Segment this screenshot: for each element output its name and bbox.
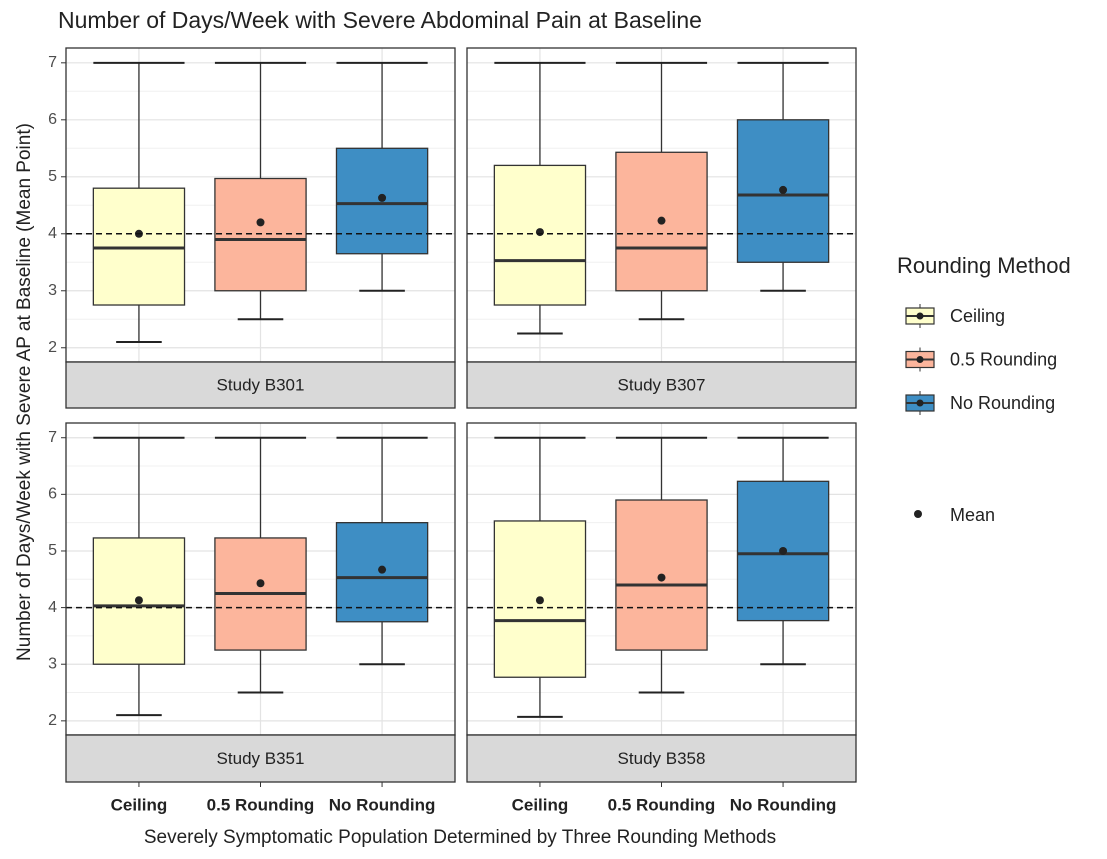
y-tick-label: 7 [48, 429, 57, 446]
legend-mean-label: Mean [950, 505, 995, 525]
strip [65, 734, 456, 783]
y-tick-label: 7 [48, 54, 57, 71]
mean-point [378, 193, 387, 202]
strip-label: Study B351 [217, 749, 305, 768]
legend-key-mean [916, 399, 924, 407]
chart-title: Number of Days/Week with Severe Abdomina… [58, 7, 702, 33]
legend-label: No Rounding [950, 393, 1055, 413]
mean-point [779, 546, 788, 555]
strip [466, 734, 857, 783]
y-tick-label: 4 [48, 225, 57, 242]
box [214, 177, 307, 292]
legend-key-mean [916, 312, 924, 320]
strip [466, 361, 857, 409]
mean-point [779, 185, 788, 194]
strip [65, 361, 456, 409]
y-tick-label: 2 [48, 339, 57, 356]
legend-key-mean [916, 356, 924, 363]
legend-mean-key [914, 510, 922, 518]
box [92, 537, 186, 665]
mean-point [657, 216, 666, 225]
x-tick-label: No Rounding [329, 795, 436, 814]
legend-title: Rounding Method [897, 253, 1071, 278]
mean-point [256, 579, 265, 588]
y-tick-label: 3 [48, 282, 57, 299]
strip-label: Study B307 [618, 375, 706, 394]
y-tick-label: 5 [48, 168, 57, 185]
y-tick-label: 2 [48, 712, 57, 729]
x-tick-label: 0.5 Rounding [608, 795, 716, 814]
x-tick-label: Ceiling [512, 795, 569, 814]
x-axis-label: Severely Symptomatic Population Determin… [144, 827, 776, 848]
x-tick-label: 0.5 Rounding [207, 795, 315, 814]
y-tick-label: 6 [48, 486, 57, 503]
y-tick-label: 4 [48, 599, 57, 616]
mean-point [657, 573, 666, 582]
x-tick-label: Ceiling [111, 795, 168, 814]
strip-label: Study B301 [217, 375, 305, 394]
mean-point [535, 596, 544, 605]
x-tick-label: No Rounding [730, 795, 837, 814]
y-tick-label: 5 [48, 542, 57, 559]
mean-point [256, 218, 265, 227]
y-axis-label: Number of Days/Week with Severe AP at Ba… [14, 123, 35, 661]
legend-label: 0.5 Rounding [950, 349, 1057, 369]
legend-label: Ceiling [950, 306, 1005, 326]
mean-point [378, 565, 387, 574]
mean-point [535, 228, 544, 237]
y-tick-label: 6 [48, 111, 57, 128]
mean-point [134, 596, 143, 605]
y-tick-label: 3 [48, 655, 57, 672]
strip-label: Study B358 [618, 749, 706, 768]
